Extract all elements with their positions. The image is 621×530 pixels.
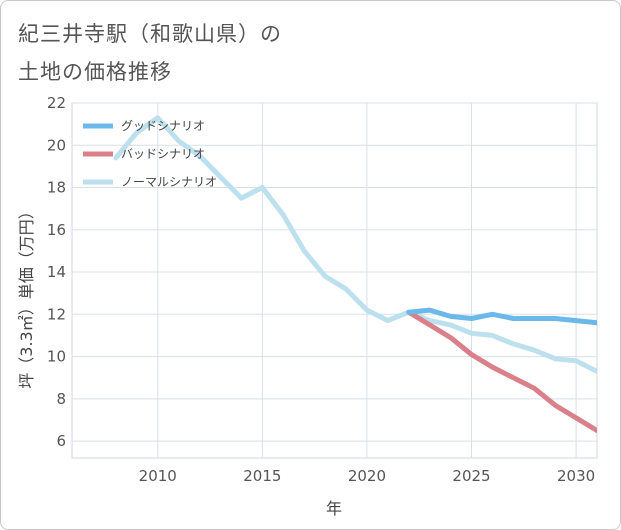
chart-title-line-2: 土地の価格推移 (18, 60, 172, 84)
x-tick-label-2015: 2015 (243, 467, 281, 485)
x-axis-title: 年 (326, 499, 342, 518)
y-tick-label-14: 14 (47, 263, 66, 281)
y-tick-label-16: 16 (47, 221, 66, 239)
y-tick-label-20: 20 (47, 136, 66, 154)
series-line-2 (406, 309, 597, 433)
y-tick-label-6: 6 (56, 432, 66, 450)
series-lines (113, 115, 597, 433)
legend-label-1: グッドシナリオ (121, 119, 205, 133)
y-axis-title: 坪（3.3㎡）単価（万円） (17, 203, 36, 388)
y-tick-label-18: 18 (47, 179, 66, 197)
legend-label-2: バッドシナリオ (121, 147, 205, 161)
x-tick-label-2030: 2030 (557, 467, 595, 485)
y-tick-label-22: 22 (47, 94, 66, 112)
chart-title-line-1: 紀三井寺駅（和歌山県）の (18, 22, 282, 46)
grid-lines (72, 102, 597, 458)
y-tick-label-8: 8 (56, 390, 66, 408)
y-tick-labels: 6 8 10 12 14 16 18 20 22 (47, 94, 66, 450)
x-tick-label-2010: 2010 (139, 467, 177, 485)
x-tick-labels: 2010 2015 2020 2025 2030 (139, 467, 596, 485)
y-tick-label-10: 10 (47, 348, 66, 366)
series-line-3 (113, 115, 597, 374)
series-line-1 (406, 307, 597, 326)
x-tick-label-2025: 2025 (452, 467, 490, 485)
legend-label-3: ノーマルシナリオ (121, 175, 217, 189)
x-tick-label-2020: 2020 (348, 467, 386, 485)
y-tick-label-12: 12 (47, 305, 66, 323)
